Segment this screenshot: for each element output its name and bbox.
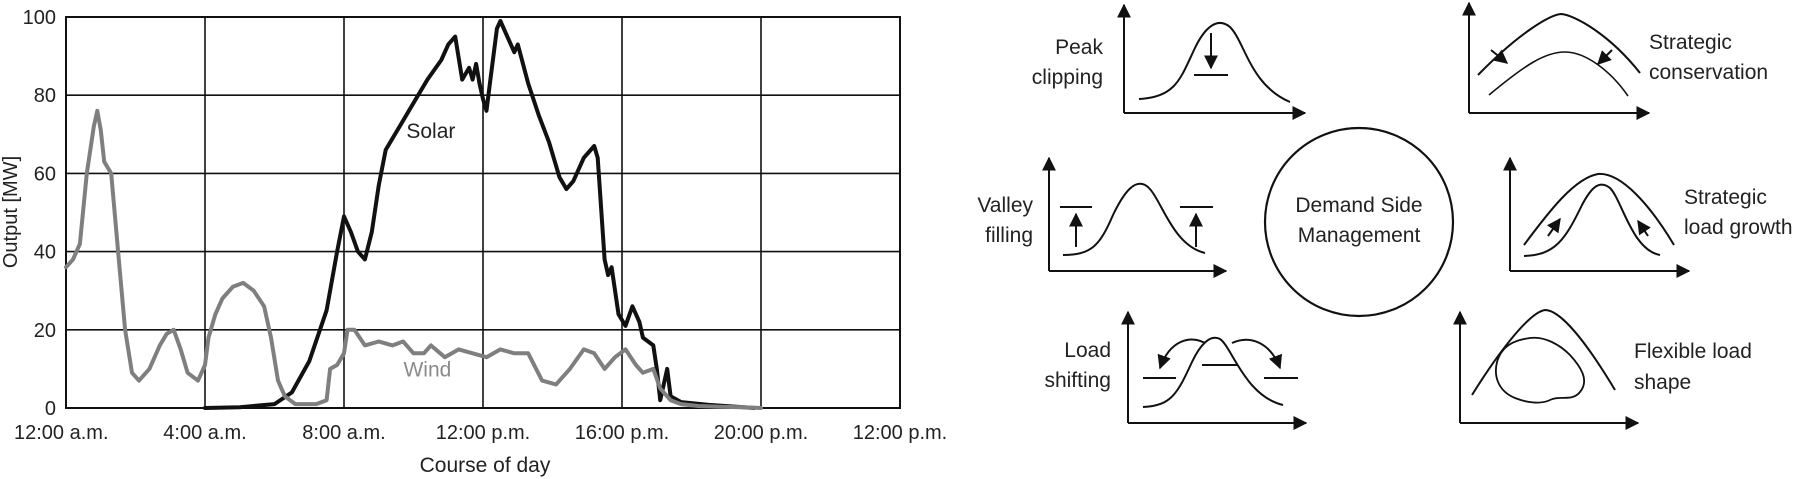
y-axis-label: Output [MW] <box>0 156 22 268</box>
x-tick-0: 12:00 a.m. <box>14 422 109 444</box>
center-label-line1: Demand Side <box>1295 194 1422 217</box>
y-tick-4: 80 <box>34 85 56 107</box>
peak-clipping-icon <box>1117 3 1307 120</box>
annotation-wind: Wind <box>403 359 451 382</box>
x-tick-2: 8:00 a.m. <box>302 422 385 444</box>
strategic-load-growth-label-2: load growth <box>1684 216 1793 239</box>
strategic-conservation-label-2: conservation <box>1649 61 1768 84</box>
flexible-load-shape-label-2: shape <box>1634 371 1691 394</box>
strategic-conservation-label-1: Strategic <box>1649 31 1732 54</box>
strategic-load-growth-label-1: Strategic <box>1684 186 1767 209</box>
valley-filling-icon <box>1042 156 1228 278</box>
center-circle <box>1263 126 1455 318</box>
flexible-load-shape-icon <box>1453 308 1640 430</box>
load-shifting-icon <box>1121 310 1308 430</box>
x-tick-4: 16:00 p.m. <box>575 422 670 444</box>
valley-filling-label-2: filling <box>985 224 1033 247</box>
x-tick-6: 12:00 p.m. <box>853 422 948 444</box>
load-shifting-label-1: Load <box>1064 339 1111 362</box>
y-tick-0: 0 <box>45 398 56 420</box>
x-tick-labels: 12:00 a.m. 4:00 a.m. 8:00 a.m. 12:00 p.m. 16… <box>14 422 947 444</box>
y-tick-5: 100 <box>23 7 56 29</box>
flexible-load-shape-label-1: Flexible load <box>1634 340 1752 363</box>
y-tick-3: 60 <box>34 163 56 185</box>
dsm-labels: Demand Side Management Peak clipping Str… <box>977 31 1792 394</box>
series-annotations: Solar Wind <box>403 120 455 382</box>
x-tick-5: 20:00 p.m. <box>714 422 809 444</box>
x-tick-1: 4:00 a.m. <box>163 422 246 444</box>
x-axis-label: Course of day <box>420 454 551 477</box>
x-tick-3: 12:00 p.m. <box>436 422 531 444</box>
plot-frame <box>65 16 901 409</box>
series-line-wind <box>64 108 763 410</box>
y-tick-1: 20 <box>34 320 56 342</box>
peak-clipping-label-1: Peak <box>1055 36 1103 59</box>
center-label-line2: Management <box>1298 224 1421 247</box>
strategic-load-growth-icon <box>1503 156 1691 278</box>
chart-grid <box>65 16 901 409</box>
dsm-diagram <box>1042 1 1691 430</box>
y-tick-2: 40 <box>34 242 56 264</box>
y-tick-labels: 0 20 40 60 80 100 <box>23 7 56 420</box>
series-line-solar <box>203 18 757 410</box>
annotation-solar: Solar <box>406 120 455 143</box>
output-chart: 0 20 40 60 80 100 12:00 a.m. 4:00 a.m. 8:00 a.m… <box>0 7 947 477</box>
load-shifting-label-2: shifting <box>1044 369 1111 392</box>
valley-filling-label-1: Valley <box>977 194 1033 217</box>
strategic-conservation-icon <box>1462 1 1651 120</box>
peak-clipping-label-2: clipping <box>1032 66 1103 89</box>
chart-series <box>64 18 763 410</box>
